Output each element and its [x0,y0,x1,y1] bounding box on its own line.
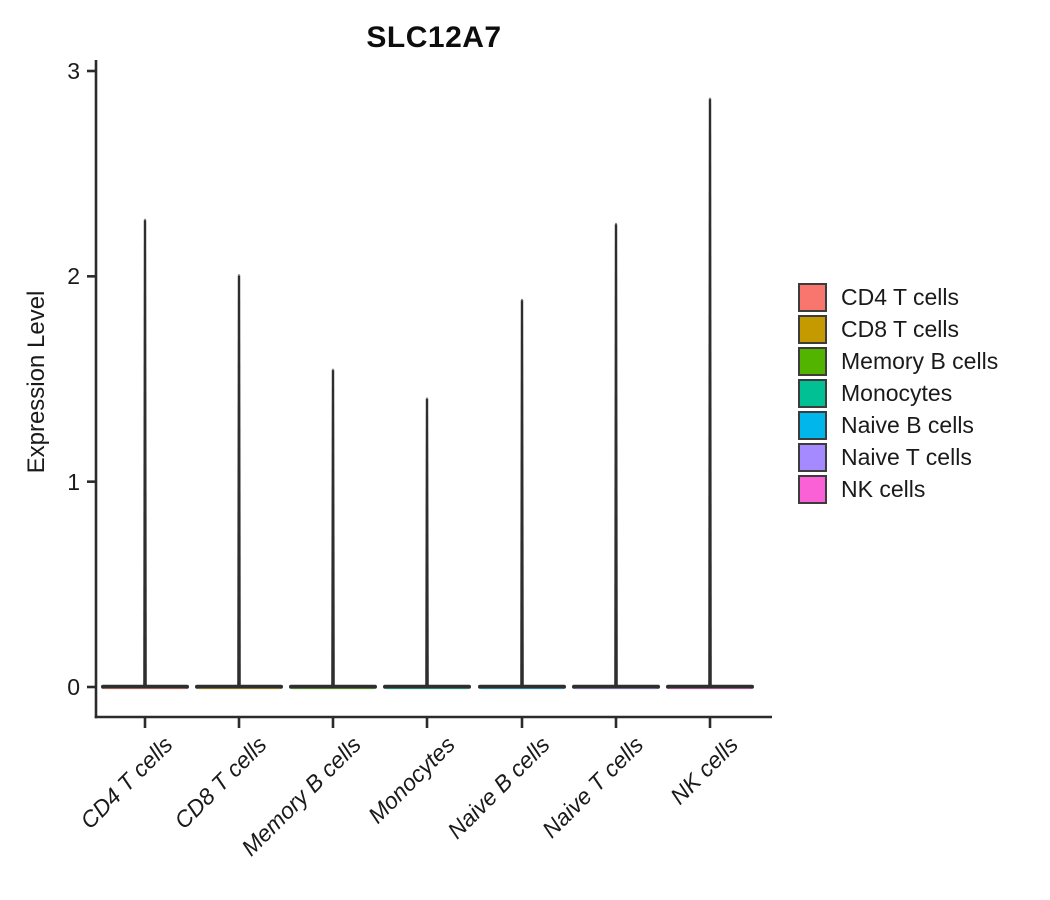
violin-base-fill-hint [481,688,563,690]
chart-title: SLC12A7 [366,21,502,54]
legend: CD4 T cells CD8 T cells Memory B cells Mono… [798,283,998,507]
y-tick-label: 3 [67,58,80,84]
violin-base [101,684,189,689]
violin-base-fill-hint [104,688,186,690]
violin-spike [237,275,241,686]
legend-row: CD4 T cells [798,283,998,312]
violin-base-fill-hint [292,688,374,690]
legend-swatch [798,315,827,344]
violin-base-fill-hint [386,688,468,690]
legend-swatch [798,443,827,472]
legend-row: Naive B cells [798,411,998,440]
legend-swatch [798,347,827,376]
legend-swatch [798,475,827,504]
violin-spike [425,398,429,686]
legend-label: Memory B cells [841,348,999,374]
violin-base-fill-hint [198,688,280,690]
legend-label: Naive B cells [841,412,974,438]
y-tick-label: 0 [67,674,80,700]
violin-base [478,684,566,689]
violin-spike [708,98,712,686]
y-tick-label: 1 [67,468,80,495]
violin-base-fill-hint [575,688,657,690]
violin-base [383,684,471,689]
legend-label: CD8 T cells [841,316,960,342]
violin-base-fill-hint [669,688,751,690]
legend-swatch [798,379,827,408]
violin-base [195,684,283,689]
legend-label: Monocytes [841,380,953,406]
violin-spike [614,223,618,687]
legend-swatch [798,283,827,312]
legend-row: CD8 T cells [798,315,998,344]
violin-spike [143,219,147,686]
violin-base [572,684,660,689]
legend-label: Naive T cells [841,444,972,470]
violin-spike [331,369,335,686]
violin-base [289,684,377,689]
legend-label: NK cells [841,476,926,502]
legend-row: NK cells [798,475,998,504]
legend-swatch [798,411,827,440]
legend-row: Naive T cells [798,443,998,472]
legend-row: Monocytes [798,379,998,408]
legend-row: Memory B cells [798,347,998,376]
violin-base [666,684,754,689]
y-tick-label: 2 [67,263,80,290]
legend-label: CD4 T cells [841,284,960,310]
violin-spike [520,299,524,686]
